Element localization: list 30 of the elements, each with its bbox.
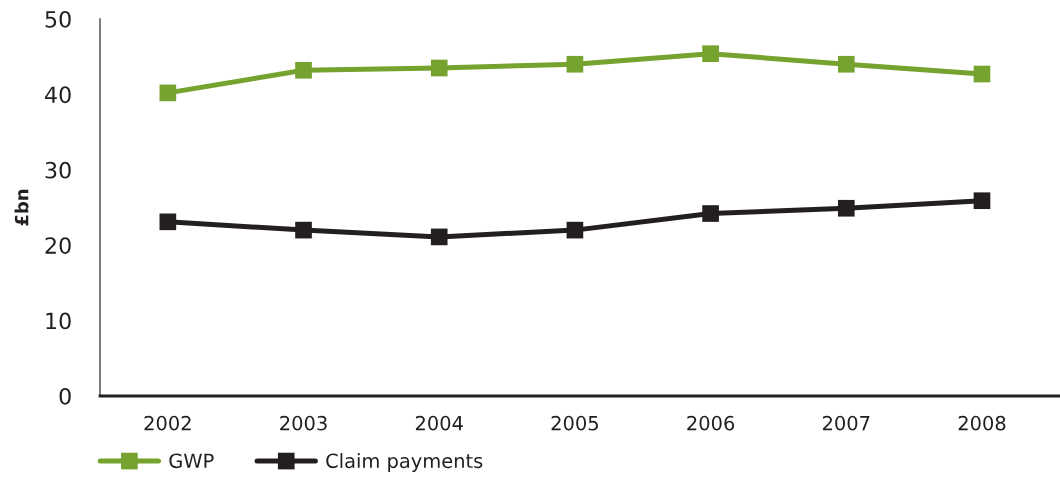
point (430, 59, 448, 77)
point (837, 55, 855, 73)
y-tick-label: 50 (45, 10, 71, 28)
y-axis-title: £bn (14, 189, 29, 226)
x-tick-label: 2003 (280, 415, 327, 431)
y-tick-label: 30 (45, 161, 71, 179)
x-tick-label: 2007 (822, 415, 870, 431)
point (295, 61, 312, 79)
x-tick-label: 2006 (687, 415, 735, 431)
point (159, 213, 177, 231)
point (973, 192, 991, 210)
point (973, 65, 991, 83)
legend-label: Claim payments (326, 453, 483, 472)
point (702, 45, 719, 63)
y-tick-label: 0 (59, 387, 71, 405)
x-tick-label: 2004 (415, 415, 463, 431)
x-tick-label: 2008 (958, 415, 1006, 431)
point (430, 228, 448, 246)
point (837, 199, 855, 217)
x-tick-label: 2005 (551, 415, 598, 431)
legend-label: GWP (169, 453, 214, 469)
point (702, 205, 719, 222)
point (295, 221, 312, 239)
x-tick-label: 2002 (144, 415, 191, 431)
y-tick-label: 10 (46, 312, 71, 330)
point (566, 221, 584, 239)
point (159, 84, 177, 102)
y-tick-label: 40 (45, 86, 71, 104)
point (566, 55, 584, 73)
y-tick-label: 20 (45, 237, 71, 254)
